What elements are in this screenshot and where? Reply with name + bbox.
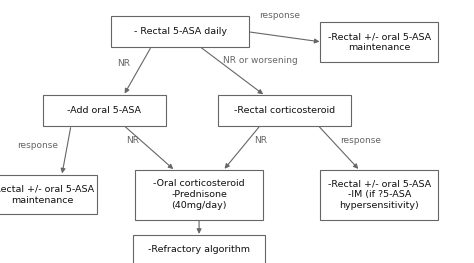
- FancyBboxPatch shape: [111, 16, 249, 47]
- Text: -Add oral 5-ASA: -Add oral 5-ASA: [67, 106, 141, 115]
- FancyBboxPatch shape: [0, 175, 97, 214]
- FancyBboxPatch shape: [43, 95, 166, 126]
- Text: response: response: [259, 11, 300, 20]
- FancyBboxPatch shape: [218, 95, 351, 126]
- Text: NR or worsening: NR or worsening: [223, 56, 298, 65]
- FancyBboxPatch shape: [320, 22, 438, 62]
- Text: NR: NR: [126, 135, 139, 145]
- FancyBboxPatch shape: [133, 235, 265, 263]
- Text: - Rectal 5-ASA daily: - Rectal 5-ASA daily: [134, 27, 227, 36]
- FancyBboxPatch shape: [135, 170, 263, 220]
- Text: -Oral corticosteroid
-Prednisone
(40mg/day): -Oral corticosteroid -Prednisone (40mg/d…: [153, 179, 245, 210]
- Text: NR: NR: [254, 135, 267, 145]
- Text: -Refractory algorithm: -Refractory algorithm: [148, 245, 250, 254]
- FancyBboxPatch shape: [320, 170, 438, 220]
- Text: NR: NR: [117, 59, 130, 68]
- Text: response: response: [340, 135, 381, 145]
- Text: -Rectal +/- oral 5-ASA
maintenance: -Rectal +/- oral 5-ASA maintenance: [0, 185, 94, 205]
- Text: -Rectal corticosteroid: -Rectal corticosteroid: [234, 106, 335, 115]
- Text: response: response: [18, 141, 58, 150]
- Text: -Rectal +/- oral 5-ASA
maintenance: -Rectal +/- oral 5-ASA maintenance: [328, 32, 431, 52]
- Text: -Rectal +/- oral 5-ASA
-IM (if ?5-ASA
hypersensitivity): -Rectal +/- oral 5-ASA -IM (if ?5-ASA hy…: [328, 179, 431, 210]
